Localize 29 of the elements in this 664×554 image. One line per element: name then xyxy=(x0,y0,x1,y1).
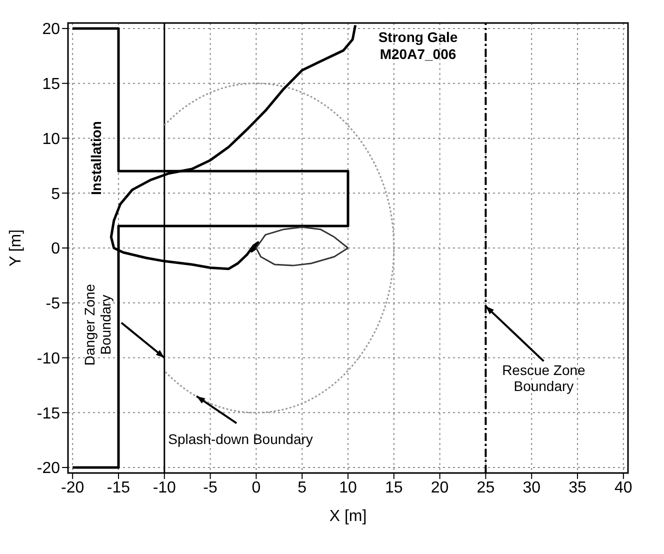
annotation: Rescue Zone Boundary xyxy=(502,362,586,394)
x-tick-label: 10 xyxy=(339,479,357,496)
x-tick-label: 35 xyxy=(568,479,587,496)
y-tick-label: -20 xyxy=(36,460,60,478)
x-tick-label: 25 xyxy=(476,479,495,496)
y-tick-label: 15 xyxy=(42,76,60,94)
x-tick-label: 20 xyxy=(430,479,449,496)
y-tick-label: 10 xyxy=(42,130,60,148)
chart-title: Strong Gale xyxy=(378,29,458,45)
x-tick-label: -15 xyxy=(106,479,130,496)
y-tick-label: 0 xyxy=(51,240,60,258)
x-tick-label: 15 xyxy=(385,479,403,496)
y-tick-label: -5 xyxy=(46,296,60,313)
x-tick-label: 40 xyxy=(614,479,632,496)
x-tick-label: 0 xyxy=(252,479,261,496)
y-tick-label: -10 xyxy=(36,350,60,368)
x-tick-label: -5 xyxy=(203,479,218,496)
x-tick-label: 30 xyxy=(522,479,541,496)
text: M20A7_006 xyxy=(380,46,456,62)
x-axis-title: X [m] xyxy=(329,508,367,525)
y-tick-label: 20 xyxy=(42,21,60,38)
y-tick-label: -15 xyxy=(36,405,60,422)
y-axis-title: Y [m] xyxy=(8,229,25,267)
x-tick-label: -10 xyxy=(152,479,176,496)
y-tick-label: 5 xyxy=(51,186,60,203)
x-tick-label: 5 xyxy=(298,479,307,496)
annotation: Installation xyxy=(88,121,104,195)
annotation: Splash-down Boundary xyxy=(168,431,313,448)
annotation: Danger Zone Boundary xyxy=(81,284,114,366)
